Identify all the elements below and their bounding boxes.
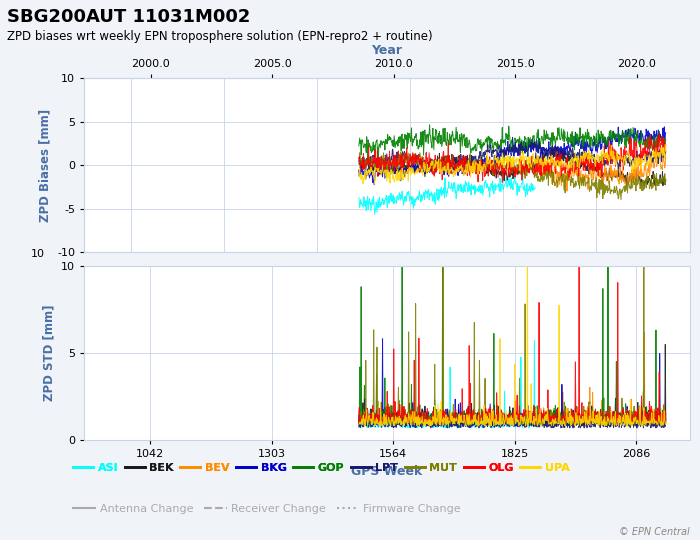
Y-axis label: ZPD Biases [mm]: ZPD Biases [mm] <box>38 109 51 222</box>
Legend: ASI, BEK, BEV, BKG, GOP, LPT, MUT, OLG, UPA: ASI, BEK, BEV, BKG, GOP, LPT, MUT, OLG, … <box>69 459 574 478</box>
Text: 10: 10 <box>31 249 45 259</box>
Text: © EPN Central: © EPN Central <box>619 527 690 537</box>
Text: ZPD biases wrt weekly EPN troposphere solution (EPN-repro2 + routine): ZPD biases wrt weekly EPN troposphere so… <box>7 30 433 43</box>
Legend: Antenna Change, Receiver Change, Firmware Change: Antenna Change, Receiver Change, Firmwar… <box>69 500 466 518</box>
Text: SBG200AUT 11031M002: SBG200AUT 11031M002 <box>7 8 251 26</box>
X-axis label: Year: Year <box>371 44 402 57</box>
Y-axis label: ZPD STD [mm]: ZPD STD [mm] <box>43 305 55 401</box>
X-axis label: GPS Week: GPS Week <box>351 465 422 478</box>
